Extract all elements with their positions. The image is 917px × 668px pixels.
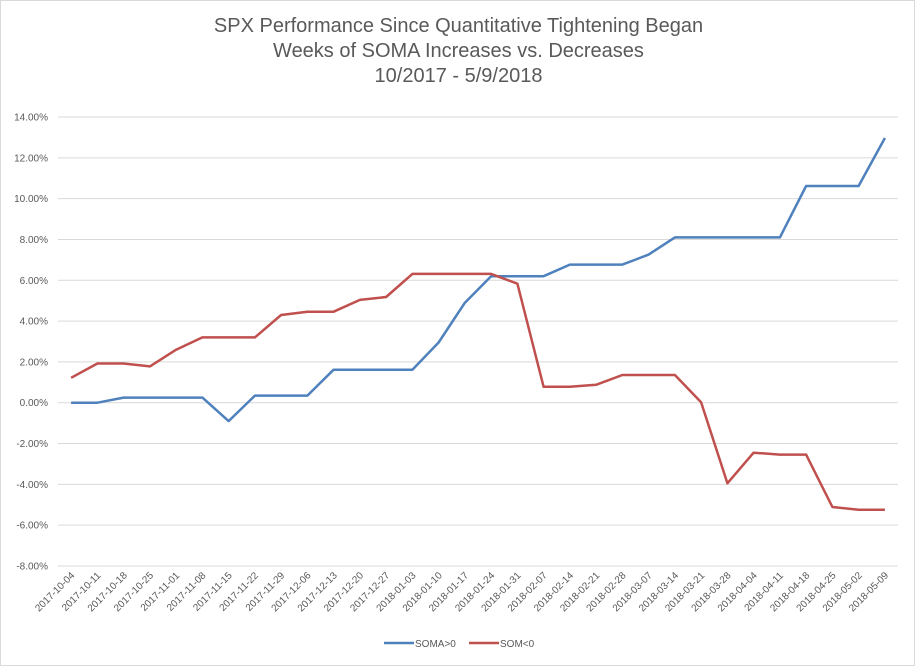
y-tick-label: -4.00% bbox=[16, 480, 48, 491]
gridlines bbox=[58, 116, 898, 567]
y-tick-label: 4.00% bbox=[20, 317, 48, 328]
y-tick-label: -6.00% bbox=[16, 521, 48, 532]
y-axis-ticks: 14.00% 12.00% 10.00% 8.00% 6.00% 4.00% 2.00% 0.… bbox=[14, 113, 48, 573]
y-tick-label: 0.00% bbox=[20, 398, 48, 409]
series-line-soma-pos bbox=[71, 137, 886, 423]
chart-title-line-1: SPX Performance Since Quantitative Tight… bbox=[213, 15, 704, 37]
y-tick-label: 12.00% bbox=[14, 153, 48, 164]
chart-title-line-2: Weeks of SOMA Increases vs. Decreases bbox=[273, 40, 644, 62]
legend-label-soma-pos: SOMA>0 bbox=[415, 639, 456, 650]
chart-title: SPX Performance Since Quantitative Tight… bbox=[0, 14, 917, 89]
legend-label-som-neg: SOM<0 bbox=[500, 639, 535, 650]
x-axis-ticks: 2017-10-042017-10-112017-10-182017-10-25… bbox=[33, 570, 891, 614]
y-tick-label: 14.00% bbox=[14, 113, 48, 124]
chart-title-line-3: 10/2017 - 5/9/2018 bbox=[374, 65, 543, 87]
y-tick-label: -2.00% bbox=[16, 439, 48, 450]
y-tick-label: 10.00% bbox=[14, 194, 48, 205]
y-tick-label: 6.00% bbox=[20, 276, 48, 287]
series-line-som-neg bbox=[70, 272, 885, 511]
series-lines bbox=[70, 137, 886, 511]
legend: SOMA>0 SOM<0 bbox=[384, 639, 535, 650]
y-tick-label: 8.00% bbox=[20, 235, 48, 246]
y-tick-label: -8.00% bbox=[16, 562, 48, 573]
y-tick-label: 2.00% bbox=[20, 357, 48, 368]
